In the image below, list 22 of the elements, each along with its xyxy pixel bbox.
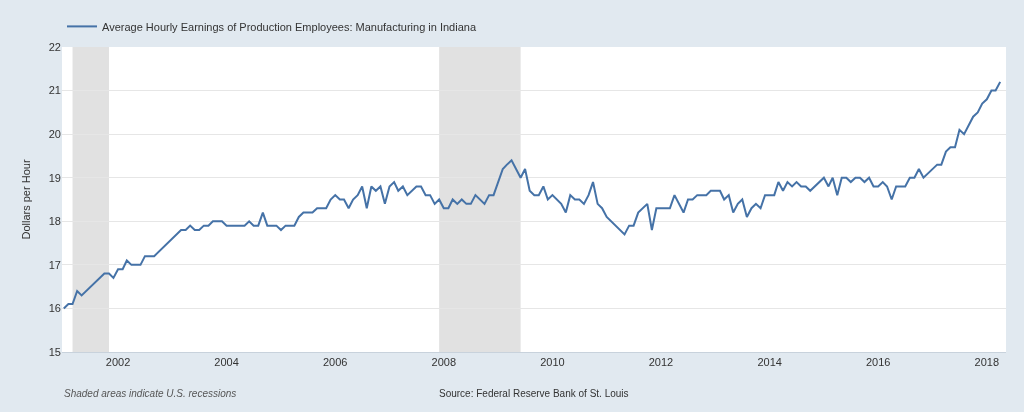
source-note: Source: Federal Reserve Bank of St. Louis — [439, 388, 629, 399]
y-tick-label: 22 — [48, 40, 61, 53]
legend-label: Average Hourly Earnings of Production Employees: Manufacturing in Indiana — [102, 20, 477, 33]
text: Shaded areas indicate U.S. recessions — [64, 388, 237, 399]
x-tick-label: 2002 — [105, 356, 131, 369]
x-tick-label: 2016 — [865, 356, 891, 369]
x-tick-label: 2010 — [540, 356, 565, 369]
y-axis-title: Dollars per Hour — [20, 159, 33, 240]
y-tick-label: 21 — [48, 84, 61, 97]
y-tick-label: 15 — [48, 345, 61, 358]
x-tick-label: 2008 — [431, 356, 456, 369]
y-tick-label: 20 — [48, 127, 61, 140]
x-tick-label: 2014 — [757, 356, 782, 369]
y-tick-label: 17 — [48, 258, 61, 271]
x-tick-label: 2006 — [323, 356, 348, 369]
x-tick-label: 2012 — [648, 356, 674, 369]
y-tick-label: 16 — [48, 302, 61, 315]
y-tick-label: 18 — [48, 215, 61, 228]
line-series — [62, 80, 1002, 310]
x-tick-label: 2004 — [214, 356, 239, 369]
y-tick-label: 19 — [48, 171, 61, 184]
x-tick-label: 2018 — [974, 356, 1000, 369]
